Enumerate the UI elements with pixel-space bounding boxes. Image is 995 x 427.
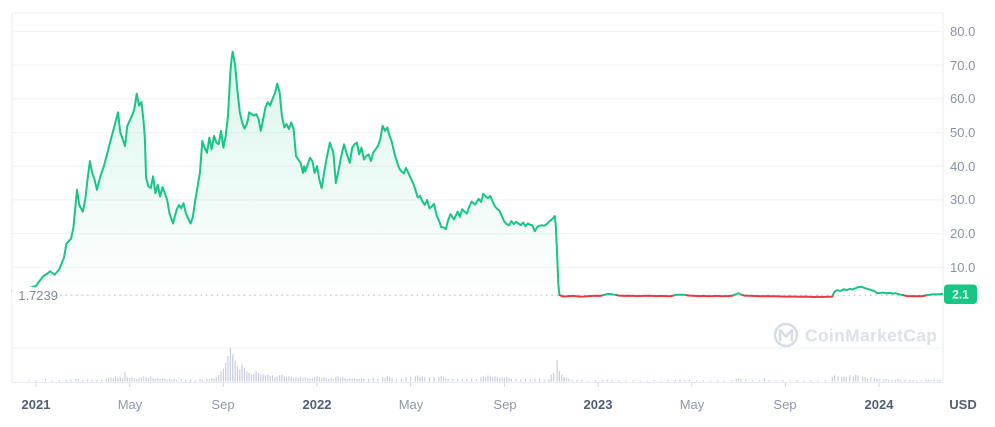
y-tick-label: 80.0 [950, 24, 975, 39]
volume-bars [28, 347, 941, 382]
x-tick-label-sep-2022: Sep [493, 397, 516, 412]
y-tick-label: 70.0 [950, 58, 975, 73]
y-tick-label: 60.0 [950, 91, 975, 106]
current-price-badge [944, 284, 977, 304]
coinmarketcap-watermark: CoinMarketCap [773, 322, 937, 348]
x-tick-label-sep-2023: Sep [773, 397, 796, 412]
x-tick-label-2022: 2022 [303, 397, 332, 412]
chart-hover-area[interactable] [12, 13, 943, 383]
x-tick-label-may-2021: May [118, 397, 143, 412]
price-line [11, 50, 944, 298]
x-tick-label-may-2023: May [680, 397, 705, 412]
coinmarketcap-logo-m [778, 328, 794, 342]
x-axis-tick-marks [35, 382, 880, 387]
currency-label: USD [949, 397, 976, 412]
y-tick-label: 20.0 [950, 226, 975, 241]
x-tick-label-2023: 2023 [584, 397, 613, 412]
coinmarketcap-logo-icon [773, 322, 799, 348]
x-tick-label-2021: 2021 [22, 397, 51, 412]
price-area-fill [12, 51, 943, 301]
y-tick-label: 10.0 [950, 260, 975, 275]
y-tick-label: 30.0 [950, 192, 975, 207]
y-tick-label: 40.0 [950, 159, 975, 174]
baseline-price-label: 1.7239 [18, 288, 58, 303]
y-tick-label: 50.0 [950, 125, 975, 140]
baseline-label-background [12, 287, 58, 303]
watermark-text: CoinMarketCap [805, 326, 937, 346]
current-price-value: 2.1 [952, 287, 969, 301]
x-tick-label-2024: 2024 [865, 397, 895, 412]
x-tick-label-may-2022: May [399, 397, 424, 412]
x-tick-label-sep-2021: Sep [211, 397, 234, 412]
